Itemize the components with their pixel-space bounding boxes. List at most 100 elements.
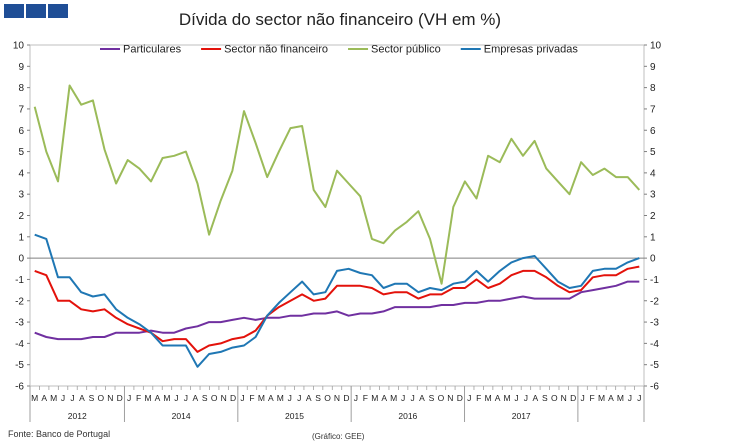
x-year-label: 2014 (172, 411, 191, 421)
x-month-label: J (61, 393, 65, 403)
y-tick-label-left: 4 (18, 168, 24, 179)
x-month-label: N (334, 393, 340, 403)
x-month-label: O (551, 393, 558, 403)
y-tick-label-left: 2 (18, 211, 24, 222)
y-tick-label-right: -5 (650, 360, 659, 371)
x-month-label: F (136, 393, 141, 403)
x-month-label: M (617, 393, 624, 403)
y-tick-label-right: 5 (650, 147, 656, 158)
x-month-label: M (485, 393, 492, 403)
y-tick-label-right: -4 (650, 339, 659, 350)
x-month-label: J (70, 393, 74, 403)
x-month-label: A (608, 393, 614, 403)
x-month-label: M (145, 393, 152, 403)
y-tick-label-left: -5 (15, 360, 24, 371)
logo-block (4, 4, 24, 18)
x-month-label: A (192, 393, 198, 403)
x-month-label: J (628, 393, 632, 403)
x-month-label: N (561, 393, 567, 403)
x-month-label: J (240, 393, 244, 403)
x-month-label: O (438, 393, 445, 403)
x-month-label: A (79, 393, 85, 403)
series-line-sector-p-blico (33, 84, 641, 285)
y-tick-label-left: 9 (18, 62, 24, 73)
x-month-label: J (401, 393, 405, 403)
y-tick-label-right: 4 (650, 168, 656, 179)
y-tick-label-left: 3 (18, 190, 24, 201)
y-tick-label-right: 6 (650, 126, 656, 137)
x-month-label: O (324, 393, 331, 403)
x-year-label: 2017 (512, 411, 531, 421)
series-line-empresas-privadas (34, 233, 640, 368)
x-month-label: M (277, 393, 284, 403)
x-month-label: M (31, 393, 38, 403)
x-month-label: M (503, 393, 510, 403)
y-tick-label-left: -6 (15, 382, 24, 393)
x-month-label: M (371, 393, 378, 403)
logo-block (48, 4, 68, 18)
x-month-label: N (221, 393, 227, 403)
x-month-label: F (249, 393, 254, 403)
y-tick-label-left: 0 (18, 254, 24, 265)
x-month-label: O (211, 393, 218, 403)
x-month-label: A (41, 393, 47, 403)
x-month-label: S (315, 393, 321, 403)
x-month-label: A (381, 393, 387, 403)
y-tick-label-right: 7 (650, 104, 656, 115)
x-month-label: S (202, 393, 208, 403)
chart-title: Dívida do sector não financeiro (VH em %… (178, 10, 502, 29)
x-month-label: A (419, 393, 425, 403)
y-tick-label-right: 9 (650, 62, 656, 73)
x-year-label: 2012 (68, 411, 87, 421)
x-month-label: N (447, 393, 453, 403)
x-month-label: D (457, 393, 463, 403)
x-month-label: J (580, 393, 584, 403)
x-month-label: A (306, 393, 312, 403)
y-tick-label-left: -3 (15, 318, 24, 329)
x-month-label: J (127, 393, 131, 403)
legend-label: Particulares (123, 44, 182, 56)
logo-block (26, 4, 46, 18)
y-tick-label-right: 0 (650, 254, 656, 265)
plot-frame (29, 44, 645, 387)
y-tick-label-left: -1 (15, 275, 24, 286)
x-month-label: J (354, 393, 358, 403)
y-tick-label-right: 10 (650, 41, 662, 52)
y-tick-label-right: 2 (650, 211, 656, 222)
x-month-label: J (184, 393, 188, 403)
credit-note: (Gráfico: GEE) (312, 432, 365, 441)
x-month-label: M (390, 393, 397, 403)
x-month-label: O (98, 393, 105, 403)
x-month-label: A (268, 393, 274, 403)
legend-label: Empresas privadas (484, 44, 579, 56)
source-note: Fonte: Banco de Portugal (8, 429, 111, 439)
x-month-label: A (155, 393, 161, 403)
y-tick-label-right: 3 (650, 190, 656, 201)
series-line-particulares (34, 280, 640, 341)
legend-label: Sector não financeiro (224, 44, 328, 56)
y-tick-label-right: -6 (650, 382, 659, 393)
x-month-label: S (89, 393, 95, 403)
x-month-label: J (410, 393, 414, 403)
x-month-label: N (107, 393, 113, 403)
y-tick-label-left: -4 (15, 339, 24, 350)
x-month-label: F (589, 393, 594, 403)
y-tick-label-left: 8 (18, 83, 24, 94)
y-tick-label-left: 10 (13, 41, 25, 52)
x-month-label: J (297, 393, 301, 403)
y-tick-label-left: 5 (18, 147, 24, 158)
y-tick-label-right: 1 (650, 232, 656, 243)
legend-label: Sector público (371, 44, 441, 56)
x-month-label: J (174, 393, 178, 403)
x-month-label: A (533, 393, 539, 403)
y-tick-label-left: 7 (18, 104, 24, 115)
y-tick-label-left: 6 (18, 126, 24, 137)
y-tick-label-right: -3 (650, 318, 659, 329)
y-tick-label-left: 1 (18, 232, 24, 243)
x-month-label: J (637, 393, 641, 403)
x-year-label: 2016 (398, 411, 417, 421)
x-month-label: J (288, 393, 292, 403)
y-tick-label-left: -2 (15, 296, 24, 307)
x-month-label: S (429, 393, 435, 403)
